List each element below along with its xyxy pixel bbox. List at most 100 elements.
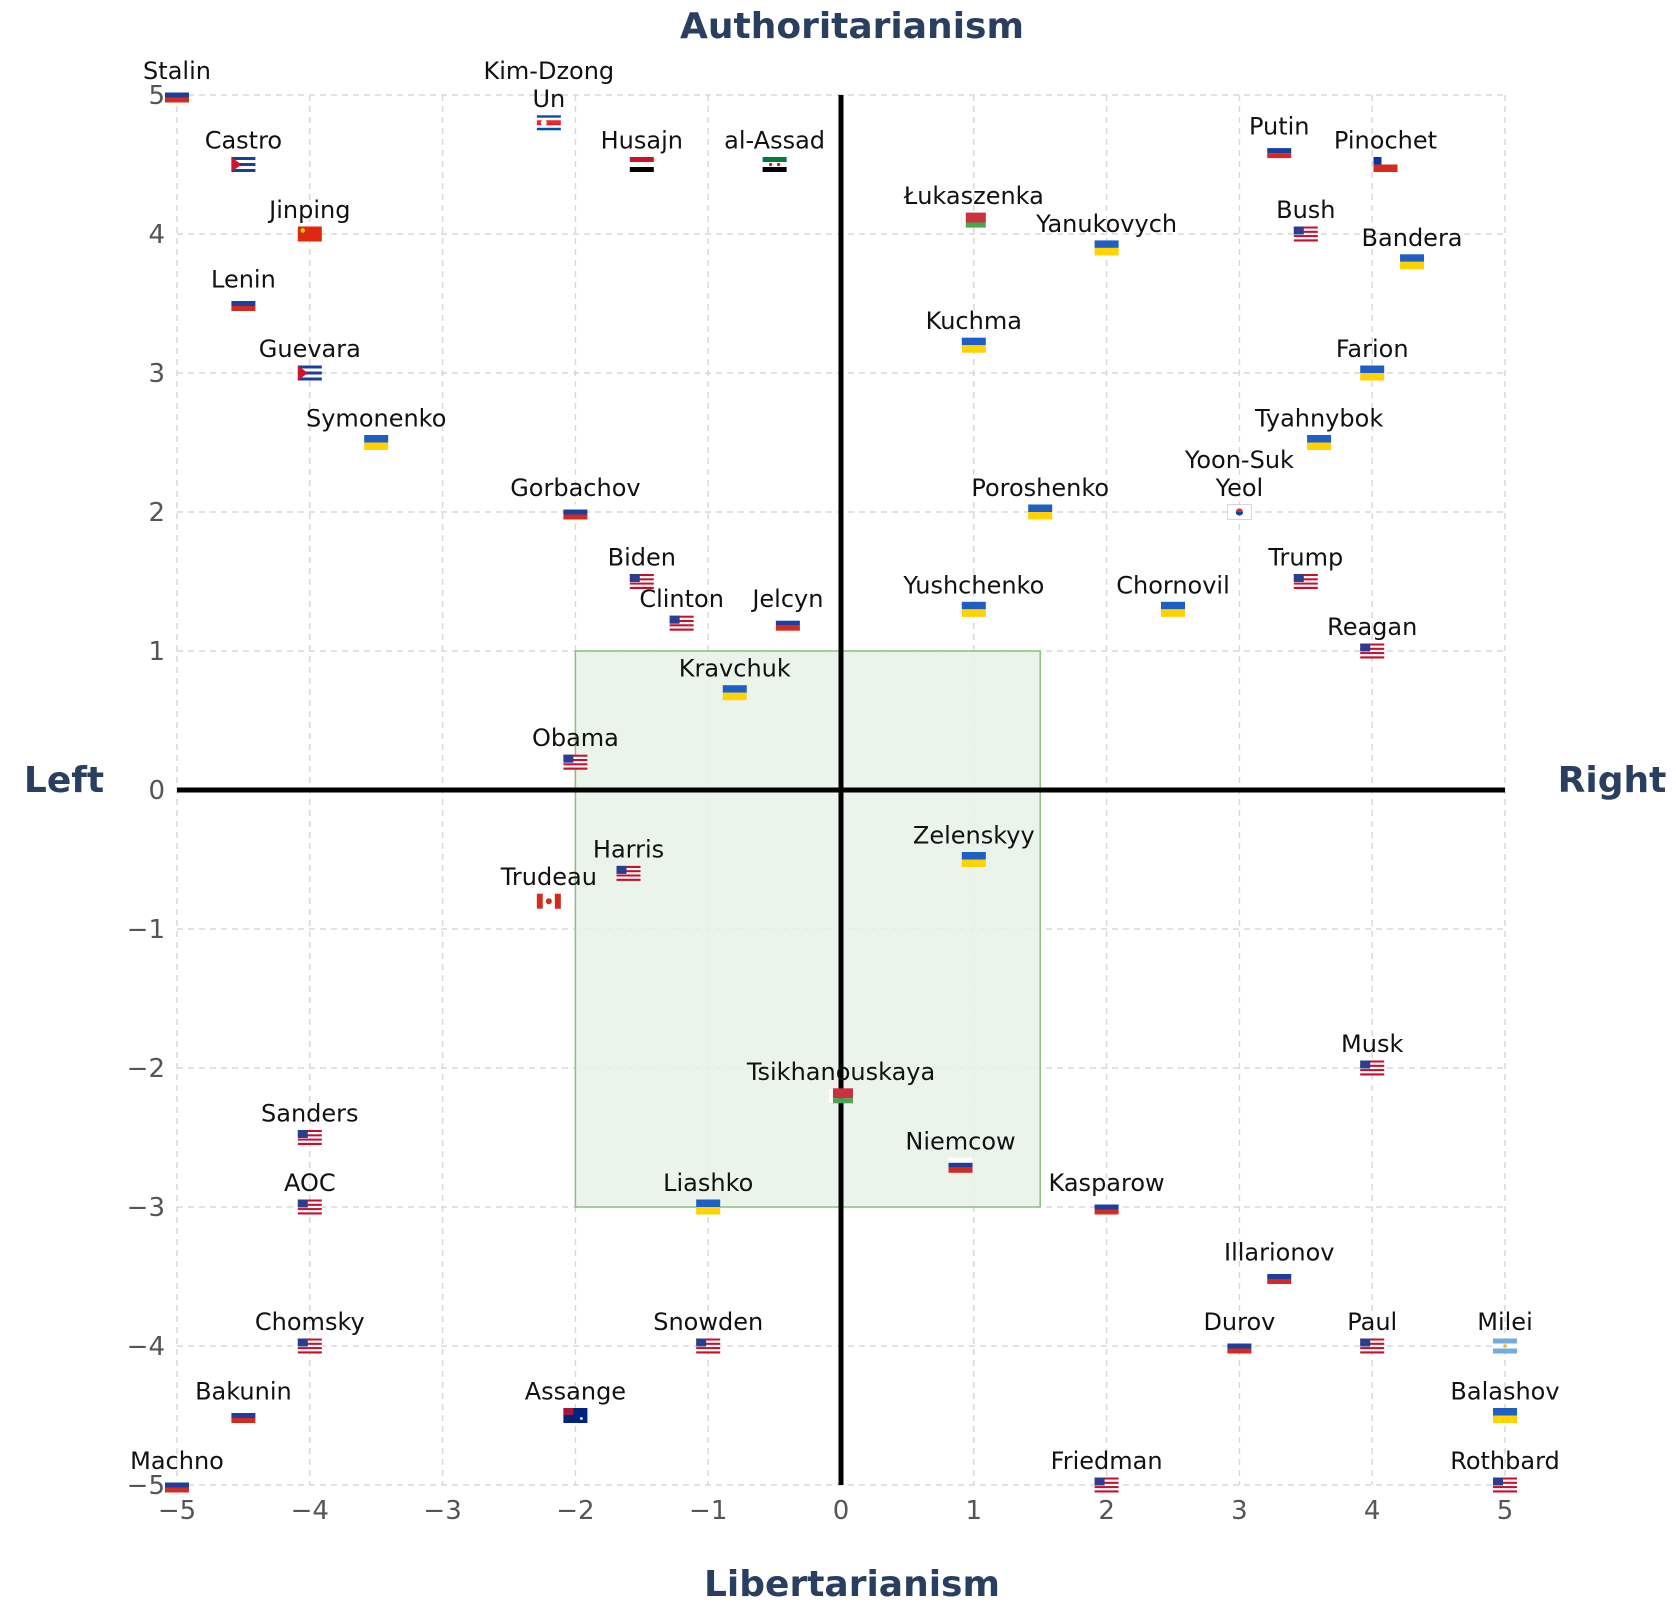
x-tick-label: −2 [556,1496,594,1526]
usa-flag-icon [1493,1477,1517,1493]
ukraine-flag-icon [961,852,986,867]
point-label: Biden [608,544,676,572]
x-tick-label: −4 [291,1496,329,1526]
point-farion: Farion [1336,335,1409,381]
point-label: Obama [532,724,619,752]
point-zelenskyy: Zelenskyy [913,822,1035,867]
point-label: Illarionov [1224,1239,1334,1267]
axis-title-top: Authoritarianism [680,6,1024,47]
x-tick-label: 3 [1231,1496,1248,1526]
usa-flag-icon [1360,643,1385,659]
point-label: Durov [1203,1308,1275,1336]
point-kuchma: Kuchma [926,307,1022,353]
point-label: Bush [1276,196,1335,224]
point-label: Łukaszenka [903,182,1044,210]
point-label: Husajn [601,127,683,155]
point-tsikhanouskaya: Tsikhanouskaya [746,1058,935,1104]
point-tyahnybok: Tyahnybok [1254,405,1383,450]
ukraine-flag-icon [696,1199,721,1215]
point-label: Musk [1341,1030,1403,1058]
point-label: Tyahnybok [1254,405,1383,433]
usa-flag-icon [297,1130,322,1145]
point-chornovil: Chornovil [1116,571,1230,617]
point-machno: Machno [130,1447,224,1493]
point-label: Reagan [1327,613,1417,641]
point-clinton: Clinton [639,585,724,631]
point-yoon-suk-yeol: Yoon-Suk Yeol [1184,446,1294,520]
ukraine-flag-icon [1307,435,1332,450]
point-pinochet: Pinochet [1334,127,1437,172]
y-tick-label: −3 [127,1193,165,1223]
tick-labels: −5 −4 −3 −2 −1 0 1 2 3 4 5 5 4 3 2 1 0 −1 −2 −3 −4 −5 [127,81,1514,1526]
usa-flag-icon [1360,1338,1385,1354]
point-guevara: Guevara [259,335,361,381]
usa-flag-icon [629,574,654,589]
point-label: Kuchma [926,307,1022,335]
x-tick-label: 1 [966,1496,983,1526]
point-husajn: Husajn [601,127,683,172]
y-tick-label: −4 [127,1332,165,1362]
russia-flag-icon [231,296,256,311]
point-label: Kravchuk [679,655,791,683]
point-label: Zelenskyy [913,822,1035,850]
axis-title-bottom: Libertarianism [704,1564,1000,1605]
point-label: Rothbard [1450,1447,1560,1475]
point-label: Guevara [259,335,361,363]
point-musk: Musk [1341,1030,1403,1076]
point-friedman: Friedman [1051,1447,1163,1493]
point-paul: Paul [1347,1308,1397,1354]
point-jelcyn: Jelcyn [750,585,823,631]
point-label: Farion [1336,335,1409,363]
point-harris: Harris [593,835,664,881]
iraq-flag-icon [629,157,654,172]
point-label: Kim-Dzong Un [484,57,615,113]
point-stalin: Stalin [143,57,211,103]
x-tick-label: 2 [1098,1496,1115,1526]
point-illarionov: Illarionov [1224,1239,1334,1284]
point-label: Liashko [663,1169,753,1197]
points: Stalin Kim-Dzong Un Castro Husajn al-Assad Put… [130,57,1560,1493]
cuba-flag-icon [231,157,256,172]
point-bush: Bush [1276,196,1335,242]
chile-flag-icon [1373,157,1398,172]
argentina-flag-icon [1493,1338,1517,1354]
point-liashko: Liashko [663,1169,753,1215]
syria-flag-icon [762,157,787,172]
point-jinping: Jinping [267,196,350,242]
point-label: Stalin [143,57,211,85]
point-label: Lenin [211,266,276,294]
usa-flag-icon [1360,1060,1385,1076]
point-al-assad: al-Assad [724,127,825,172]
point-niemcow: Niemcow [905,1127,1016,1173]
point--ukaszenka: Łukaszenka [903,182,1044,228]
point-label: AOC [284,1169,336,1197]
y-tick-label: 2 [148,498,165,528]
point-obama: Obama [532,724,619,770]
point-label: Poroshenko [971,474,1109,502]
ukraine-flag-icon [1028,504,1053,520]
point-label: Chomsky [255,1308,365,1336]
point-aoc: AOC [284,1169,336,1215]
ukraine-flag-icon [1094,240,1119,256]
y-tick-label: 5 [148,81,165,111]
point-snowden: Snowden [653,1308,763,1354]
point-label: Niemcow [905,1127,1015,1155]
point-label: Gorbachov [510,474,640,502]
point-castro: Castro [205,127,282,172]
axis-title-right: Right [1558,760,1667,801]
point-label: Tsikhanouskaya [746,1058,935,1086]
point-kim-dzong-un: Kim-Dzong Un [484,57,615,131]
north-korea-flag-icon [536,115,561,131]
usa-flag-icon [1094,1477,1119,1493]
usa-flag-icon [563,754,588,770]
point-label: Jelcyn [750,585,823,613]
russia-flag-icon [231,1408,256,1423]
russia-flag-icon [1227,1338,1252,1354]
russia-flag-icon [1094,1199,1119,1215]
point-reagan: Reagan [1327,613,1417,659]
y-tick-label: 4 [148,220,165,250]
usa-flag-icon [297,1338,322,1354]
usa-flag-icon [1293,226,1318,242]
point-label: Chornovil [1116,571,1230,599]
point-label: Symonenko [306,405,446,433]
